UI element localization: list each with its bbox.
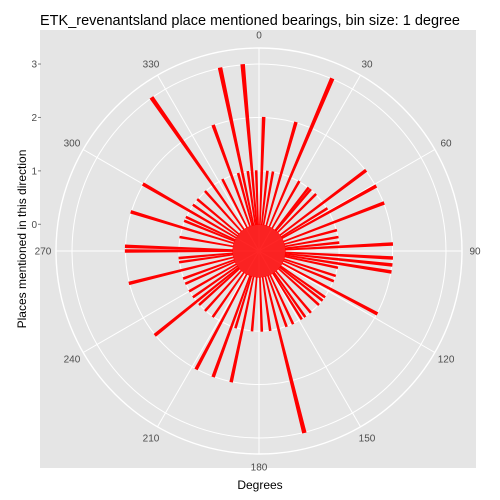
chart-title: ETK_revenantsland place mentioned bearin… (40, 13, 460, 29)
angle-grid-spoke (258, 250, 361, 428)
angle-tick-label: 240 (64, 355, 81, 366)
angle-tick-label: 150 (359, 434, 376, 445)
y-axis-label: Places mentioned in this direction (15, 149, 29, 329)
angle-tick-label: 90 (469, 247, 481, 258)
radial-tick-label: 3 (31, 60, 37, 71)
tick-layer: 0 30 60 90 120 150 180 210 240 270 300 330 0 1 2 3 (31, 31, 481, 474)
angle-tick-label: 300 (64, 139, 81, 150)
center-hub (232, 224, 286, 278)
angle-grid-spoke (258, 250, 436, 353)
angle-tick-label: 180 (251, 463, 268, 474)
angle-grid-spoke (157, 250, 260, 428)
angle-tick-label: 60 (440, 139, 452, 150)
angle-tick-label: 30 (361, 59, 373, 70)
radial-tick-label: 1 (31, 166, 37, 177)
angle-tick-label: 120 (438, 355, 455, 366)
angle-tick-label: 0 (256, 31, 262, 42)
radial-tick-label: 0 (31, 220, 37, 231)
bar-layer (124, 63, 394, 434)
angle-grid-spoke (157, 74, 260, 252)
x-axis-label: Degrees (237, 478, 283, 492)
angle-tick-label: 270 (35, 247, 52, 258)
radial-tick-label: 2 (31, 113, 37, 124)
angle-tick-label: 330 (143, 59, 160, 70)
angle-tick-label: 210 (143, 434, 160, 445)
